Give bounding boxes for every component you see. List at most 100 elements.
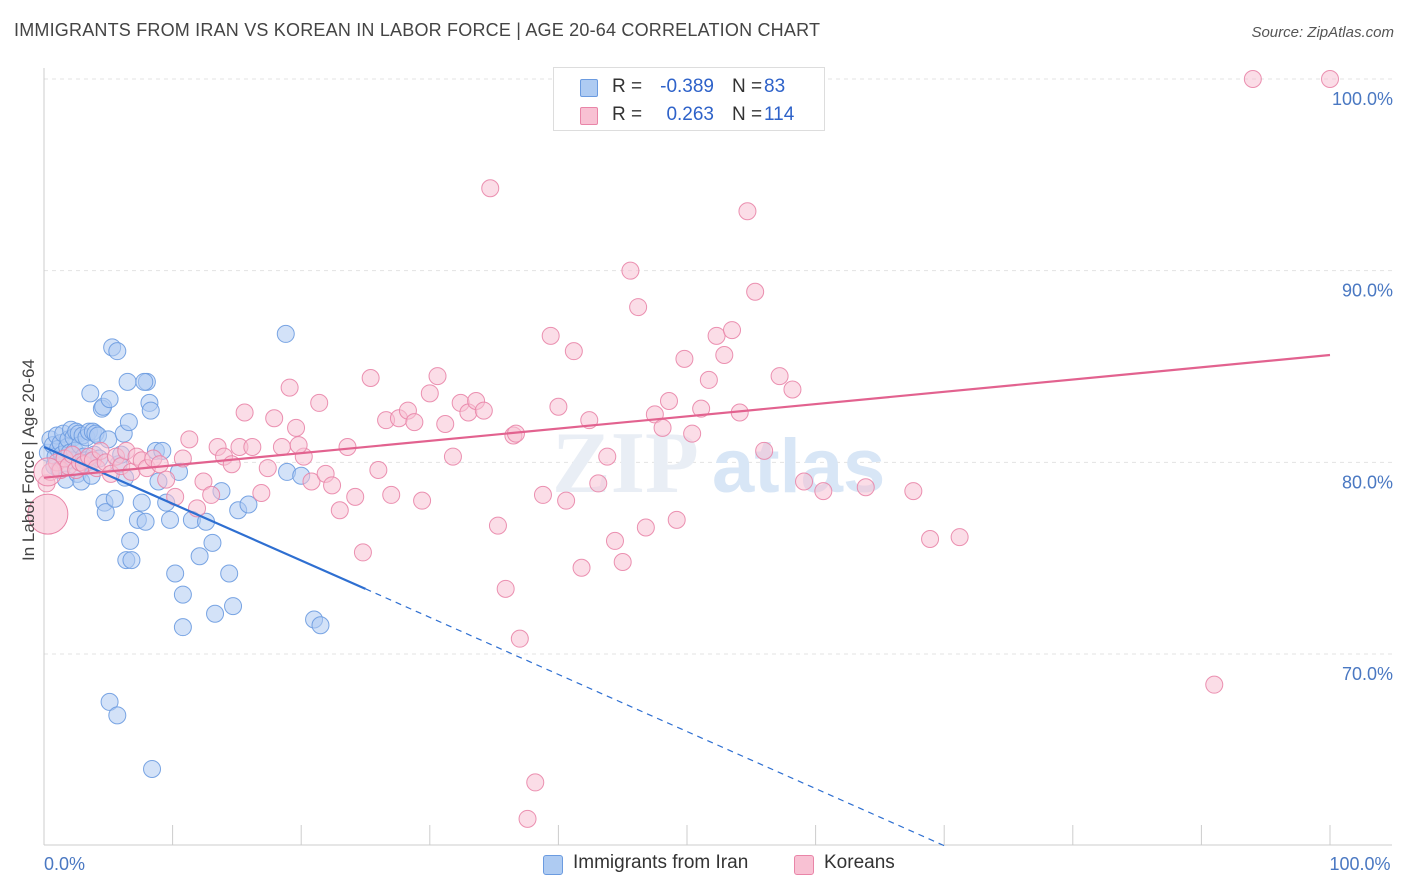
legend-row-koreans: R = 0.263 N = 114 [554,101,824,129]
point-korean [302,472,321,491]
point-iran [311,616,330,635]
trend-line-iran-extrapolated [365,588,945,847]
legend-label-koreans: Koreans [824,852,895,873]
watermark-zip: ZIP [552,415,699,512]
point-korean [157,470,176,489]
point-iran [206,604,225,623]
tick-labels: 100.0% 90.0% 80.0% 70.0% 0.0% 100.0% [44,89,1393,874]
chart-title: IMMIGRANTS FROM IRAN VS KOREAN IN LABOR … [14,20,821,40]
point-korean [746,282,765,301]
point-korean [361,369,380,387]
point-korean [346,487,365,506]
legend-r-value: 0.263 [666,104,714,125]
point-korean [481,179,500,198]
point-korean [921,530,940,548]
point-korean [413,491,432,510]
point-korean [814,482,833,501]
point-korean [310,393,329,412]
point-iran [119,413,138,432]
legend-label-iran: Immigrants from Iran [573,852,749,873]
point-iran [122,551,141,570]
point-korean [173,449,192,468]
point-korean [755,441,774,460]
point-iran [276,324,295,343]
correlation-legend: R = -0.389 N = 83 R = 0.263 N = 114 [553,67,825,131]
point-korean [621,261,640,280]
point-iran [118,372,137,391]
point-korean [715,346,734,364]
point-iran [220,564,239,583]
point-korean [33,457,63,487]
point-korean [428,367,447,386]
legend-r-label: R = [612,76,643,97]
point-korean [950,528,969,547]
point-korean [252,484,271,502]
point-iran [173,585,192,604]
y-tick-label: 80.0% [1342,472,1393,492]
source-label: Source: ZipAtlas.com [1251,24,1394,41]
point-korean [572,558,591,577]
point-korean [564,342,583,361]
point-korean [27,493,69,535]
point-korean [557,491,576,510]
grid-lines [44,78,1392,655]
point-korean [738,202,757,221]
point-korean [723,321,742,340]
point-korean [369,461,388,479]
trend-line-iran [43,445,366,590]
point-korean [770,367,789,386]
point-iran [100,390,119,409]
point-korean [289,436,308,455]
point-korean [405,413,424,432]
point-korean [667,510,686,529]
point-korean [675,349,694,368]
point-korean [605,531,624,550]
legend-swatch-iran [580,79,598,97]
point-korean [707,326,726,345]
point-iran [100,692,119,711]
point-korean [659,392,678,410]
point-korean [420,384,439,403]
point-korean [692,399,711,418]
legend-n-label: N = [732,104,763,125]
point-korean [699,370,718,389]
point-iran [173,618,192,637]
point-korean [526,773,545,792]
point-iran [96,503,115,522]
point-korean [202,485,221,504]
point-korean [243,438,262,456]
point-iran [105,489,124,508]
point-korean [272,438,291,456]
point-korean [443,447,462,466]
legend-swatch-iran [543,855,563,875]
legend-r-value: -0.389 [660,76,714,97]
point-korean [904,482,923,501]
legend-swatch-koreans [794,855,814,875]
point-korean [436,415,455,433]
point-iran [81,384,100,403]
point-korean [150,455,169,474]
point-korean [510,629,529,648]
data-points [27,70,1339,828]
y-axis-label: In Labor Force | Age 20-64 [19,359,38,561]
point-korean [856,478,875,497]
point-korean [488,516,507,535]
y-tick-label: 100.0% [1332,89,1393,109]
point-iran [121,531,140,550]
point-iran [135,372,154,391]
point-korean [474,401,493,420]
point-iran [190,547,209,566]
point-korean [280,378,299,397]
point-korean [636,518,655,537]
point-korean [1205,675,1224,694]
point-iran [136,512,155,531]
point-korean [683,424,702,443]
legend-n-label: N = [732,76,763,97]
point-iran [108,706,127,725]
point-korean [330,501,349,520]
legend-n-value: 114 [764,104,795,125]
point-korean [338,438,357,456]
legend-r-label: R = [612,104,643,125]
point-korean [180,430,199,449]
